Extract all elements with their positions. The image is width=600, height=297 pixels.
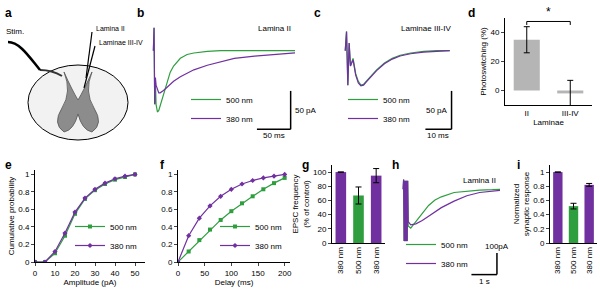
svg-text:80: 80 xyxy=(317,182,326,191)
svg-text:Lamina II: Lamina II xyxy=(463,176,496,185)
svg-text:0.4: 0.4 xyxy=(533,210,545,219)
svg-text:0.8: 0.8 xyxy=(18,188,30,197)
svg-text:500 nm: 500 nm xyxy=(569,247,578,274)
svg-text:0: 0 xyxy=(33,269,38,278)
svg-text:1: 1 xyxy=(540,168,545,177)
svg-text:500 nm: 500 nm xyxy=(383,96,410,105)
svg-text:500 nm: 500 nm xyxy=(255,223,282,232)
svg-text:Cumulative probability: Cumulative probability xyxy=(7,177,16,256)
svg-text:0.2: 0.2 xyxy=(161,240,173,249)
svg-text:0.6: 0.6 xyxy=(533,196,545,205)
svg-text:0: 0 xyxy=(495,86,500,95)
svg-text:150: 150 xyxy=(251,269,265,278)
svg-text:0: 0 xyxy=(168,258,173,267)
svg-text:Lamina II: Lamina II xyxy=(258,24,291,33)
svg-text:i: i xyxy=(517,158,520,172)
svg-text:380 nm: 380 nm xyxy=(553,247,562,274)
svg-text:60: 60 xyxy=(317,196,326,205)
svg-text:380 nm: 380 nm xyxy=(585,247,594,274)
svg-text:b: b xyxy=(137,6,144,20)
svg-text:1: 1 xyxy=(25,170,30,179)
svg-text:Laminae III-IV: Laminae III-IV xyxy=(401,24,451,33)
svg-text:0: 0 xyxy=(322,239,327,248)
svg-text:Photoswitching (%): Photoswitching (%) xyxy=(479,27,488,96)
svg-text:10 ms: 10 ms xyxy=(427,131,449,140)
svg-text:f: f xyxy=(160,158,165,172)
svg-text:a: a xyxy=(5,6,12,20)
svg-text:0.6: 0.6 xyxy=(161,205,173,214)
svg-text:50 pA: 50 pA xyxy=(426,106,448,115)
svg-text:380 nm: 380 nm xyxy=(441,260,468,269)
svg-text:d: d xyxy=(468,6,475,20)
svg-text:Stim.: Stim. xyxy=(6,27,24,36)
svg-text:500 nm: 500 nm xyxy=(441,241,468,250)
svg-text:0.4: 0.4 xyxy=(161,223,173,232)
svg-text:III-IV: III-IV xyxy=(562,109,580,118)
svg-text:10: 10 xyxy=(51,269,60,278)
svg-text:50: 50 xyxy=(131,269,140,278)
svg-text:Delay (ms): Delay (ms) xyxy=(215,278,254,287)
svg-text:Laminae III-IV: Laminae III-IV xyxy=(99,39,143,46)
svg-text:500 nm: 500 nm xyxy=(110,223,137,232)
svg-text:0.2: 0.2 xyxy=(18,240,30,249)
svg-text:c: c xyxy=(314,6,321,20)
svg-text:*: * xyxy=(546,5,551,19)
svg-text:Amplitude (pA): Amplitude (pA) xyxy=(64,278,117,287)
svg-text:200: 200 xyxy=(278,269,292,278)
svg-text:380 nm: 380 nm xyxy=(226,115,253,124)
svg-text:e: e xyxy=(5,158,12,172)
svg-text:40: 40 xyxy=(111,269,120,278)
svg-text:Laminae: Laminae xyxy=(533,118,564,127)
svg-text:II: II xyxy=(525,109,529,118)
svg-text:50: 50 xyxy=(200,269,209,278)
svg-text:380 nm: 380 nm xyxy=(110,242,137,251)
svg-text:0.2: 0.2 xyxy=(533,225,545,234)
svg-text:0.8: 0.8 xyxy=(533,182,545,191)
svg-text:380 nm: 380 nm xyxy=(372,247,381,274)
svg-text:30: 30 xyxy=(91,269,100,278)
svg-text:40: 40 xyxy=(317,210,326,219)
svg-text:0.8: 0.8 xyxy=(161,188,173,197)
svg-text:g: g xyxy=(302,158,309,172)
svg-text:20: 20 xyxy=(490,57,499,66)
svg-text:0.6: 0.6 xyxy=(18,205,30,214)
svg-text:0: 0 xyxy=(25,258,30,267)
svg-text:20: 20 xyxy=(317,225,326,234)
svg-text:500 nm: 500 nm xyxy=(226,96,253,105)
svg-text:380 nm: 380 nm xyxy=(255,242,282,251)
svg-text:0: 0 xyxy=(540,239,545,248)
svg-text:1 s: 1 s xyxy=(479,277,490,286)
svg-text:EPSC frequency(% of control): EPSC frequency(% of control) xyxy=(291,174,310,233)
svg-text:1: 1 xyxy=(168,170,173,179)
svg-text:100pA: 100pA xyxy=(485,242,509,251)
svg-text:380 nm: 380 nm xyxy=(336,247,345,274)
svg-text:0: 0 xyxy=(176,269,181,278)
svg-text:100: 100 xyxy=(313,168,327,177)
svg-text:20: 20 xyxy=(71,269,80,278)
svg-text:50 pA: 50 pA xyxy=(295,106,317,115)
svg-text:100: 100 xyxy=(225,269,239,278)
svg-text:Lamina II: Lamina II xyxy=(96,25,125,32)
svg-text:Normalizedsynaptic response: Normalizedsynaptic response xyxy=(512,171,531,236)
svg-text:50 ms: 50 ms xyxy=(263,131,285,140)
svg-text:40: 40 xyxy=(490,28,499,37)
svg-text:h: h xyxy=(392,158,399,172)
svg-text:380 nm: 380 nm xyxy=(383,115,410,124)
svg-text:0.4: 0.4 xyxy=(18,223,30,232)
svg-text:500 nm: 500 nm xyxy=(354,247,363,274)
